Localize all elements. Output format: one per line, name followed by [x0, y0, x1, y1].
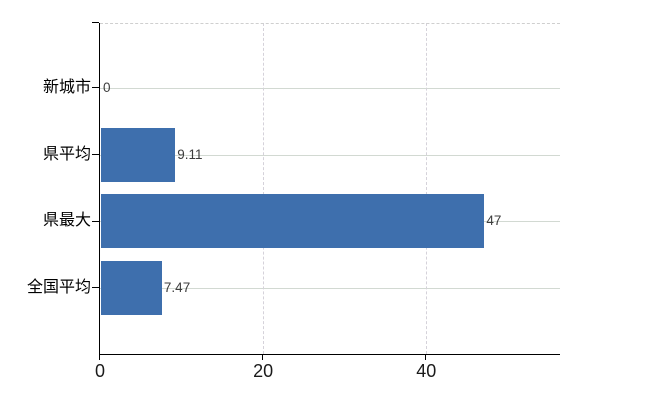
- bar-value-label: 0: [103, 80, 111, 95]
- gridline-vertical: [262, 23, 264, 354]
- gridline-horizontal: [100, 287, 560, 289]
- gridline-horizontal: [100, 87, 560, 89]
- x-tick-label: 20: [253, 361, 274, 381]
- x-tick: [99, 354, 101, 360]
- bar: [101, 261, 162, 315]
- x-tick: [425, 354, 427, 360]
- y-tick: [92, 22, 99, 24]
- x-tick: [262, 354, 264, 360]
- bar-value-label: 9.11: [177, 147, 203, 162]
- category-label: 全国平均: [26, 279, 91, 296]
- bar: [101, 194, 485, 249]
- category-label: 新城市: [42, 79, 91, 96]
- plot-top-border: [100, 22, 560, 24]
- gridline-vertical: [425, 23, 427, 354]
- y-tick: [92, 220, 99, 222]
- y-tick: [92, 154, 99, 156]
- y-axis: [98, 23, 100, 354]
- y-tick: [92, 87, 99, 89]
- bar: [101, 128, 176, 182]
- x-tick-label: 0: [94, 361, 105, 381]
- y-tick: [92, 287, 99, 289]
- gridline-horizontal: [100, 154, 560, 156]
- bar-value-label: 47: [486, 213, 502, 229]
- x-axis: [98, 354, 560, 355]
- x-tick-label: 40: [416, 361, 437, 381]
- category-label: 県平均: [42, 146, 91, 163]
- bar-value-label: 7.47: [163, 280, 191, 295]
- category-label: 県最大: [42, 212, 91, 230]
